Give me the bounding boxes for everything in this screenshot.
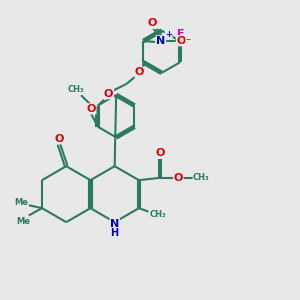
Text: Me: Me xyxy=(14,198,28,207)
Text: N: N xyxy=(156,36,166,46)
Text: O: O xyxy=(87,104,96,114)
Text: CH₃: CH₃ xyxy=(68,85,84,94)
Text: ⁻: ⁻ xyxy=(186,38,191,47)
Text: O: O xyxy=(174,173,183,183)
Text: O: O xyxy=(104,89,113,99)
Text: Me: Me xyxy=(16,217,30,226)
Text: O: O xyxy=(135,67,144,77)
Text: +: + xyxy=(165,30,172,39)
Text: O: O xyxy=(176,36,186,46)
Text: O: O xyxy=(148,18,157,28)
Text: CH₃: CH₃ xyxy=(193,173,210,182)
Text: H: H xyxy=(111,228,119,238)
Text: F: F xyxy=(177,29,184,39)
Text: CH₃: CH₃ xyxy=(149,210,166,219)
Text: O: O xyxy=(155,148,165,158)
Text: N: N xyxy=(110,219,119,229)
Text: O: O xyxy=(54,134,64,144)
